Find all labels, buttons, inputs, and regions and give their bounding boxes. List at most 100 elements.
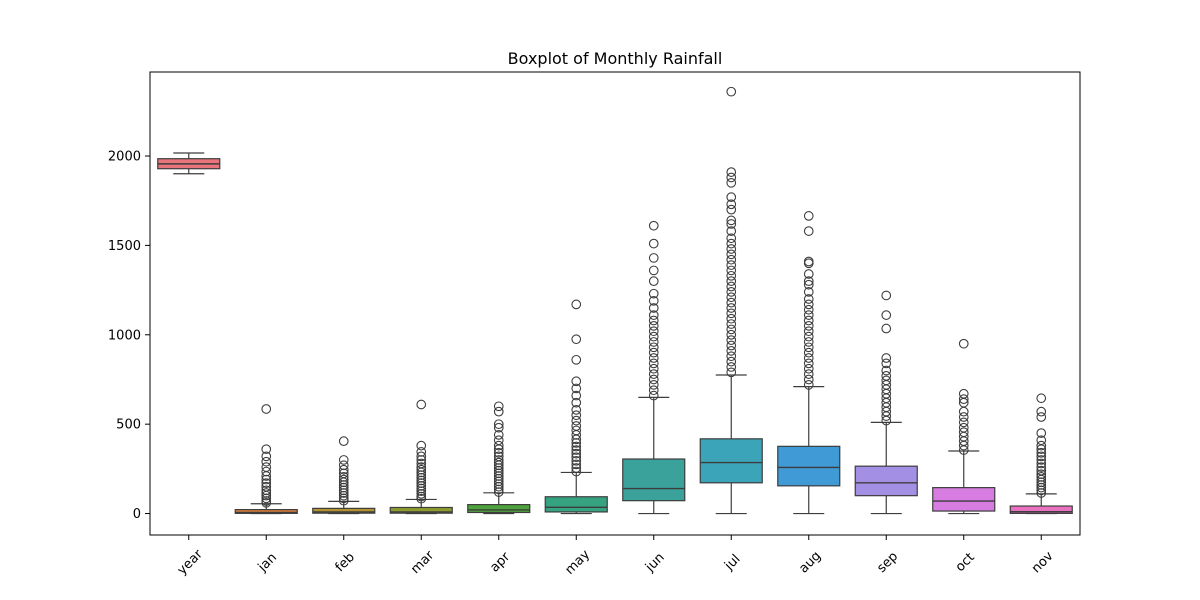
outlier-point (726, 351, 737, 362)
outlier-point (261, 462, 272, 472)
outlier-point (1036, 482, 1047, 493)
outlier-point (1036, 393, 1047, 404)
outlier-point (648, 310, 659, 320)
box-group-jul (699, 86, 763, 515)
outlier-point (648, 363, 659, 374)
outlier-point (571, 383, 582, 394)
outlier-point (726, 249, 737, 260)
outlier-point (571, 354, 582, 365)
outlier-point (803, 226, 814, 236)
outlier-point (726, 324, 737, 335)
outlier-point (416, 486, 427, 497)
outlier-point (803, 299, 814, 310)
box-iqr (234, 509, 298, 514)
outlier-point (416, 451, 427, 462)
outlier-point (493, 481, 504, 492)
outlier-point (493, 422, 504, 433)
outlier-point (648, 369, 659, 379)
outlier-point (726, 308, 737, 319)
outlier-point (648, 303, 659, 313)
outlier-point (571, 455, 582, 466)
outlier-point (493, 451, 504, 462)
outlier-point (648, 276, 659, 287)
outlier-point (648, 331, 659, 342)
outlier-point (803, 331, 814, 342)
outlier-point (416, 447, 427, 457)
outlier-point (803, 304, 814, 315)
outlier-point (958, 422, 969, 433)
outlier-point (881, 365, 892, 376)
outlier-point (571, 463, 582, 473)
outlier-point (1036, 472, 1047, 482)
outlier-point (261, 478, 272, 489)
outlier-point (726, 265, 737, 276)
outlier-point (803, 326, 814, 337)
box-group-feb (312, 436, 376, 515)
box-group-jun (622, 220, 686, 515)
outlier-point (1036, 406, 1047, 417)
outlier-point (881, 375, 892, 386)
outlier-point (726, 204, 737, 215)
outlier-point (338, 468, 349, 479)
outlier-point (726, 192, 737, 202)
outlier-point (803, 320, 814, 331)
outlier-point (726, 238, 737, 249)
outlier-point (726, 356, 737, 367)
outlier-point (726, 86, 737, 97)
outlier-point (416, 458, 427, 469)
y-tick-label: 1500 (108, 239, 141, 254)
box-iqr (389, 506, 453, 514)
outlier-point (261, 451, 272, 462)
outlier-point (493, 406, 504, 417)
box-group-aug (777, 211, 841, 515)
outlier-point (803, 279, 814, 290)
outlier-point (338, 495, 349, 506)
outlier-point (571, 425, 582, 436)
outlier-point (648, 353, 659, 363)
outlier-point (958, 417, 969, 428)
outlier-point (261, 496, 272, 506)
outlier-point (261, 485, 272, 496)
outlier-point (338, 455, 349, 465)
outlier-point (881, 290, 892, 301)
outlier-point (726, 226, 737, 236)
outlier-point (648, 390, 659, 401)
outlier-point (338, 488, 349, 498)
outlier-point (726, 335, 737, 345)
outlier-point (803, 269, 814, 279)
outlier-point (726, 233, 737, 244)
outlier-point (1036, 480, 1047, 490)
outlier-point (881, 310, 892, 320)
box-group-oct (932, 338, 996, 515)
outlier-point (726, 260, 737, 270)
outlier-point (648, 253, 659, 263)
outlier-point (338, 472, 349, 482)
outlier-point (493, 468, 504, 479)
outlier-point (416, 455, 427, 465)
outlier-point (338, 474, 349, 485)
outlier-point (1036, 485, 1047, 496)
outlier-point (881, 371, 892, 381)
outlier-point (803, 347, 814, 358)
outlier-point (648, 337, 659, 347)
outlier-point (648, 220, 659, 231)
outlier-point (571, 397, 582, 408)
outlier-point (493, 435, 504, 446)
outlier-point (648, 315, 659, 326)
outlier-point (726, 177, 737, 188)
outlier-point (726, 276, 737, 287)
outlier-point (338, 460, 349, 471)
outlier-point (416, 489, 427, 499)
outlier-point (261, 466, 272, 477)
outlier-point (493, 447, 504, 458)
outlier-point (493, 465, 504, 476)
outlier-point (493, 471, 504, 481)
outlier-point (803, 358, 814, 369)
outlier-point (493, 457, 504, 468)
outlier-point (416, 470, 427, 480)
outlier-point (1036, 469, 1047, 480)
outlier-point (803, 287, 814, 297)
outlier-point (493, 401, 504, 412)
box-group-mar (389, 399, 453, 515)
